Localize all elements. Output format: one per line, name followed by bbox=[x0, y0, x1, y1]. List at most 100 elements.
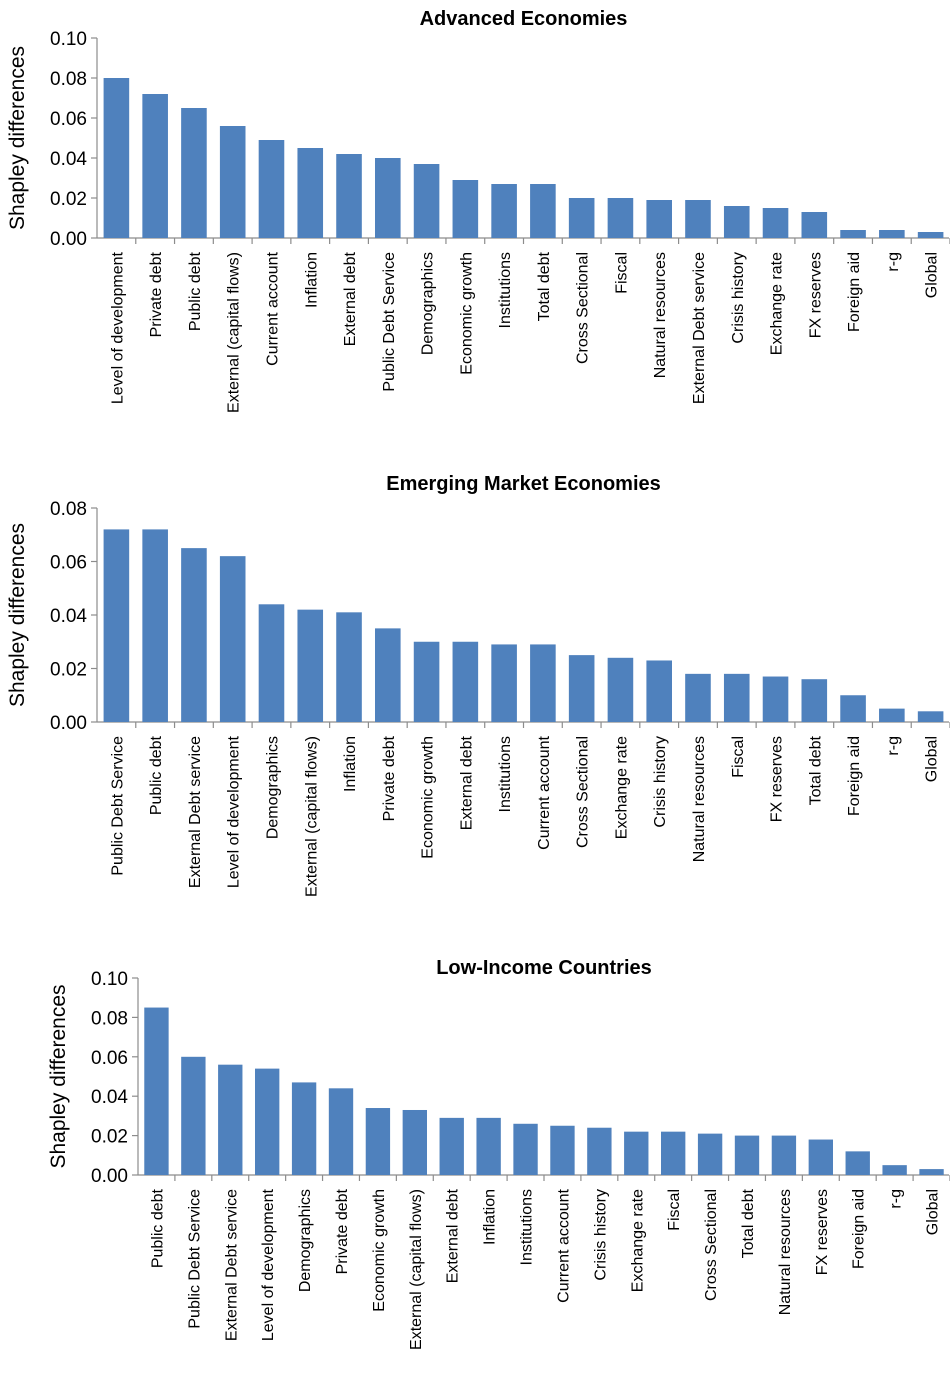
low-income-countries-panel: Low-Income Countries Shapley differences 0… bbox=[47, 957, 950, 1350]
chart-3-bar-global bbox=[919, 1169, 944, 1175]
chart-3-bar-public-debt-service bbox=[181, 1056, 206, 1175]
chart-2-category-label: Fiscal bbox=[730, 736, 747, 778]
chart-3-bar-fiscal bbox=[661, 1131, 686, 1175]
chart-1-bar-public-debt-service bbox=[375, 158, 401, 238]
chart-1-category-label: External debt bbox=[342, 251, 359, 346]
chart-1-bar-crisis-history bbox=[723, 206, 750, 238]
chart-1-title: Advanced Economies bbox=[420, 8, 628, 30]
chart-2-category-label: Public Debt Service bbox=[109, 736, 126, 876]
chart-2-title: Emerging Market Economies bbox=[386, 473, 661, 495]
emerging-market-economies-panel: Emerging Market Economies Shapley differe… bbox=[6, 473, 950, 897]
chart-3-bar-external-debt-service bbox=[218, 1064, 243, 1175]
chart-1-bar-fiscal bbox=[607, 198, 634, 238]
chart-2-bar-demographics bbox=[258, 604, 285, 722]
chart-3-category-label: External Debt service bbox=[223, 1189, 240, 1341]
chart-2-category-label: Total debt bbox=[807, 735, 824, 805]
chart-1-bar-economic-growth bbox=[452, 180, 479, 238]
chart-3-category-label: Fiscal bbox=[666, 1189, 683, 1231]
chart-3-category-label: Total debt bbox=[740, 1188, 757, 1258]
chart-3-bar-total-debt bbox=[734, 1135, 760, 1175]
chart-3-category-label: Public debt bbox=[149, 1188, 166, 1268]
chart-1-category-label: Foreign aid bbox=[846, 252, 863, 332]
chart-3-category-label: Economic growth bbox=[371, 1189, 388, 1312]
chart-1-category-label: r-g bbox=[885, 252, 902, 272]
chart-1-bar-external-debt bbox=[336, 154, 362, 238]
chart-3-category-label: Institutions bbox=[519, 1189, 536, 1265]
chart-2-category-label: FX reserves bbox=[769, 736, 786, 822]
chart-1-y-tick-label: 0.08 bbox=[50, 69, 87, 90]
chart-1-category-label: Current account bbox=[264, 251, 281, 365]
chart-1-y-tick-label: 0.06 bbox=[50, 109, 87, 130]
chart-1-category-label: FX reserves bbox=[807, 252, 824, 338]
chart-2-category-label: External Debt service bbox=[187, 736, 204, 888]
chart-3-bar-demographics bbox=[291, 1082, 317, 1175]
chart-3-category-label: Level of development bbox=[260, 1188, 277, 1341]
chart-1-category-label: Economic growth bbox=[458, 252, 475, 375]
chart-2-bar-level-of-development bbox=[219, 556, 246, 722]
chart-2-bar-institutions bbox=[491, 644, 517, 722]
chart-3-category-label: External debt bbox=[445, 1188, 462, 1283]
chart-1-y-tick-label: 0.10 bbox=[50, 29, 87, 50]
chart-3-bar-private-debt bbox=[328, 1088, 354, 1175]
chart-3-y-tick-label: 0.00 bbox=[91, 1166, 128, 1187]
chart-2-bar-current-account bbox=[530, 644, 556, 722]
chart-3-category-label: FX reserves bbox=[814, 1189, 831, 1275]
chart-2-category-label: Public debt bbox=[148, 735, 165, 815]
chart-3-category-label: Private debt bbox=[334, 1188, 351, 1274]
chart-2-bar-economic-growth bbox=[413, 641, 440, 722]
chart-1-bar-global bbox=[917, 232, 944, 238]
chart-2-y-tick-label: 0.08 bbox=[50, 499, 87, 520]
chart-1-category-label: Total debt bbox=[536, 251, 553, 321]
chart-1-category-label: Demographics bbox=[420, 252, 437, 355]
chart-2-bar-cross-sectional bbox=[568, 655, 595, 722]
chart-3-bar-crisis-history bbox=[587, 1127, 612, 1175]
chart-1-category-label: Crisis history bbox=[730, 252, 747, 344]
chart-3-y-tick-label: 0.10 bbox=[91, 969, 128, 990]
chart-1-bar-exchange-rate bbox=[762, 208, 789, 238]
chart-3-bar-fx-reserves bbox=[808, 1139, 833, 1175]
chart-2-category-label: Exchange rate bbox=[613, 736, 630, 839]
chart-3-bar-inflation bbox=[476, 1117, 501, 1175]
chart-2-y-tick-label: 0.04 bbox=[50, 606, 87, 627]
chart-3-y-tick-label: 0.08 bbox=[91, 1008, 128, 1029]
chart-1-category-label: Public Debt Service bbox=[381, 252, 398, 392]
chart-3-category-label: Natural resources bbox=[777, 1189, 794, 1315]
chart-2-bar-foreign-aid bbox=[840, 695, 866, 722]
chart-3-bar-level-of-development bbox=[255, 1068, 280, 1175]
chart-2-category-label: Demographics bbox=[264, 736, 281, 839]
chart-1-bar-external-debt-service bbox=[685, 200, 711, 238]
chart-2-category-label: Cross Sectional bbox=[575, 736, 592, 848]
chart-1-category-label: External Debt service bbox=[691, 252, 708, 404]
chart-2-category-label: Economic growth bbox=[420, 736, 437, 859]
chart-3-category-label: Demographics bbox=[297, 1189, 314, 1292]
chart-1-y-tick-label: 0.00 bbox=[50, 229, 87, 250]
chart-3-category-label: Foreign aid bbox=[851, 1189, 868, 1269]
chart-1-bar-total-debt bbox=[530, 184, 556, 238]
chart-1-bar-natural-resources bbox=[646, 200, 672, 238]
chart-1-category-label: Level of development bbox=[109, 251, 126, 404]
chart-1-bar-external-capital-flows bbox=[219, 126, 246, 238]
chart-2-bar-global bbox=[917, 711, 944, 722]
chart-1-bar-institutions bbox=[491, 184, 517, 238]
chart-2-category-label: Current account bbox=[536, 735, 553, 849]
chart-2-y-tick-label: 0.00 bbox=[50, 713, 87, 734]
chart-3-category-label: Public Debt Service bbox=[186, 1189, 203, 1329]
chart-2-bar-natural-resources bbox=[685, 673, 711, 722]
chart-1-category-label: Public debt bbox=[187, 251, 204, 331]
chart-2-category-label: Inflation bbox=[342, 736, 359, 792]
chart-2-category-label: Foreign aid bbox=[846, 736, 863, 816]
chart-2-bar-fiscal bbox=[723, 673, 750, 722]
chart-1-y-tick-label: 0.04 bbox=[50, 149, 87, 170]
chart-3-bar-current-account bbox=[550, 1125, 575, 1175]
chart-2-category-label: Institutions bbox=[497, 736, 514, 812]
chart-2-bar-public-debt bbox=[142, 529, 168, 722]
chart-2-bar-exchange-rate bbox=[607, 657, 634, 722]
chart-1-bar-current-account bbox=[258, 140, 285, 238]
chart-3-y-tick-label: 0.02 bbox=[91, 1127, 128, 1148]
chart-1-category-label: External (capital flows) bbox=[226, 252, 243, 413]
chart-1-bar-foreign-aid bbox=[840, 230, 866, 238]
chart-1-category-label: Private debt bbox=[148, 251, 165, 337]
chart-3-bar-external-capital-flows bbox=[402, 1109, 427, 1175]
chart-1-category-label: Fiscal bbox=[613, 252, 630, 294]
